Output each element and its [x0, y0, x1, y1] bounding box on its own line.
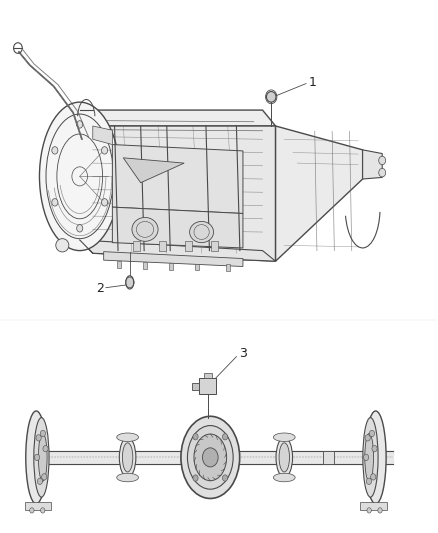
- Bar: [133, 241, 140, 251]
- Ellipse shape: [122, 443, 133, 472]
- Circle shape: [365, 435, 370, 441]
- Bar: [204, 373, 212, 378]
- Text: 3: 3: [239, 348, 247, 360]
- Ellipse shape: [187, 425, 233, 489]
- Bar: [198, 378, 216, 394]
- Ellipse shape: [39, 433, 47, 481]
- Ellipse shape: [266, 92, 276, 102]
- Circle shape: [77, 120, 83, 128]
- Bar: [117, 261, 121, 268]
- Ellipse shape: [273, 433, 295, 441]
- Ellipse shape: [117, 473, 138, 482]
- Polygon shape: [123, 158, 184, 183]
- Text: 1: 1: [308, 76, 316, 89]
- Circle shape: [369, 430, 374, 437]
- Bar: [323, 451, 334, 464]
- Bar: [159, 241, 166, 251]
- Polygon shape: [113, 207, 243, 248]
- Circle shape: [102, 199, 108, 206]
- Ellipse shape: [56, 239, 69, 252]
- Ellipse shape: [39, 102, 120, 251]
- Ellipse shape: [365, 411, 386, 504]
- Ellipse shape: [34, 418, 49, 497]
- Bar: [226, 264, 230, 271]
- Text: 2: 2: [96, 282, 104, 295]
- Circle shape: [102, 147, 108, 154]
- Circle shape: [366, 478, 371, 484]
- Polygon shape: [104, 252, 243, 266]
- Polygon shape: [276, 126, 363, 261]
- Circle shape: [30, 508, 34, 513]
- Circle shape: [40, 430, 46, 437]
- Circle shape: [43, 446, 48, 452]
- Circle shape: [378, 508, 382, 513]
- Polygon shape: [363, 150, 382, 179]
- Bar: [211, 241, 218, 251]
- Circle shape: [77, 224, 83, 232]
- Ellipse shape: [273, 473, 295, 482]
- Bar: [25, 503, 51, 511]
- Circle shape: [379, 156, 386, 165]
- Ellipse shape: [117, 433, 138, 441]
- Circle shape: [193, 475, 198, 481]
- Bar: [360, 503, 387, 511]
- Circle shape: [364, 454, 369, 461]
- Circle shape: [193, 433, 198, 440]
- Ellipse shape: [126, 276, 134, 289]
- Circle shape: [367, 508, 371, 513]
- Circle shape: [35, 454, 40, 461]
- Circle shape: [223, 475, 228, 481]
- Polygon shape: [80, 240, 276, 261]
- Ellipse shape: [276, 438, 293, 477]
- Circle shape: [202, 448, 218, 467]
- Ellipse shape: [132, 217, 158, 241]
- Bar: [185, 241, 192, 251]
- Circle shape: [41, 508, 45, 513]
- Ellipse shape: [190, 221, 214, 243]
- Polygon shape: [93, 126, 113, 144]
- Ellipse shape: [26, 411, 47, 504]
- Ellipse shape: [119, 438, 136, 477]
- Bar: [191, 383, 199, 390]
- Bar: [195, 264, 199, 270]
- Circle shape: [42, 474, 47, 480]
- Circle shape: [223, 433, 228, 440]
- Ellipse shape: [363, 418, 378, 497]
- Ellipse shape: [181, 416, 240, 498]
- Circle shape: [372, 446, 377, 452]
- Ellipse shape: [194, 434, 226, 481]
- Circle shape: [52, 199, 58, 206]
- Bar: [143, 262, 147, 269]
- Ellipse shape: [279, 443, 290, 472]
- Circle shape: [36, 435, 41, 441]
- Circle shape: [371, 474, 376, 480]
- Ellipse shape: [365, 433, 374, 481]
- Polygon shape: [80, 110, 93, 253]
- Circle shape: [37, 478, 42, 484]
- Polygon shape: [80, 110, 276, 126]
- Polygon shape: [93, 126, 276, 261]
- Circle shape: [52, 147, 58, 154]
- Bar: [169, 263, 173, 270]
- Circle shape: [379, 168, 386, 177]
- Polygon shape: [113, 144, 243, 214]
